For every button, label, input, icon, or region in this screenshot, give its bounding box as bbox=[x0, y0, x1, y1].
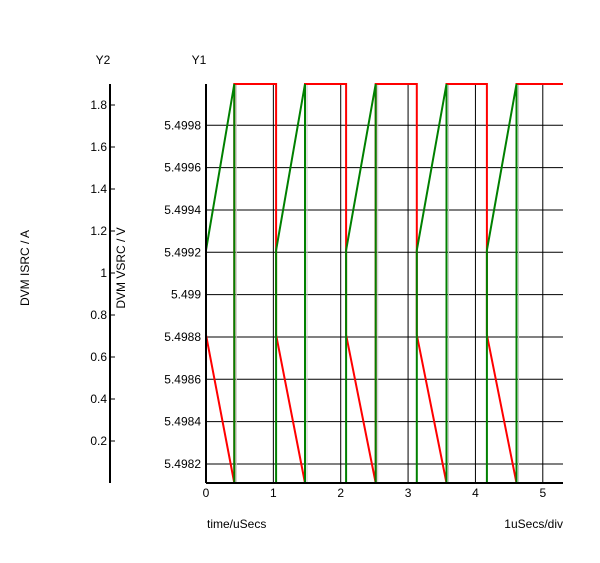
y2-tick-label: 0.8 bbox=[90, 308, 107, 322]
y2-tick-label: 1.4 bbox=[90, 182, 107, 196]
y1-tick-label: 5.4988 bbox=[164, 330, 201, 344]
x-scale-note: 1uSecs/div bbox=[504, 517, 563, 531]
horizontal-gridlines bbox=[206, 124, 563, 465]
y1-tick-label: 5.4982 bbox=[164, 457, 201, 471]
right-axis-title: Y1 bbox=[192, 53, 207, 67]
vertical-gridlines bbox=[235, 84, 544, 483]
y1-tick-label: 5.4994 bbox=[164, 203, 201, 217]
y2-axis-label: DVM ISRC / A bbox=[18, 230, 32, 306]
y2-tick-labels: 1.8 1.6 1.4 1.2 1 0.8 0.6 0.4 0.2 bbox=[90, 98, 115, 448]
x-axis-label: time/uSecs bbox=[207, 517, 266, 531]
y2-tick-label: 1.6 bbox=[90, 140, 107, 154]
left-axis-title: Y2 bbox=[96, 53, 111, 67]
y1-tick-label: 5.4984 bbox=[164, 415, 201, 429]
y2-tick-label: 1.8 bbox=[90, 98, 107, 112]
y1-axis-label: DVM VSRC / V bbox=[114, 227, 128, 308]
x-tick-label: 3 bbox=[405, 486, 412, 500]
x-tick-label: 1 bbox=[270, 486, 277, 500]
y1-tick-label: 5.4998 bbox=[164, 118, 201, 132]
series-lines bbox=[205, 83, 563, 484]
y2-tick-label: 0.6 bbox=[90, 350, 107, 364]
y2-tick-label: 0.4 bbox=[90, 392, 107, 406]
y1-tick-label: 5.4992 bbox=[164, 245, 201, 259]
y2-tick-label: 1.2 bbox=[90, 224, 107, 238]
y2-tick-label: 1 bbox=[100, 266, 107, 280]
x-tick-label: 0 bbox=[203, 486, 210, 500]
axes bbox=[109, 84, 563, 484]
x-tick-label: 4 bbox=[472, 486, 479, 500]
series-line-2 bbox=[205, 83, 563, 484]
y1-tick-label: 5.4986 bbox=[164, 372, 201, 386]
y1-tick-label: 5.4996 bbox=[164, 161, 201, 175]
y2-tick-label: 0.2 bbox=[90, 434, 107, 448]
x-tick-label: 5 bbox=[539, 486, 546, 500]
series-line-1 bbox=[205, 83, 563, 484]
y1-tick-label: 5.499 bbox=[171, 288, 201, 302]
x-tick-label: 2 bbox=[337, 486, 344, 500]
y1-tick-labels: 5.4998 5.4996 5.4994 5.4992 5.499 5.4988 5.498… bbox=[164, 118, 201, 471]
x-tick-labels: 0 1 2 3 4 5 bbox=[203, 486, 547, 500]
